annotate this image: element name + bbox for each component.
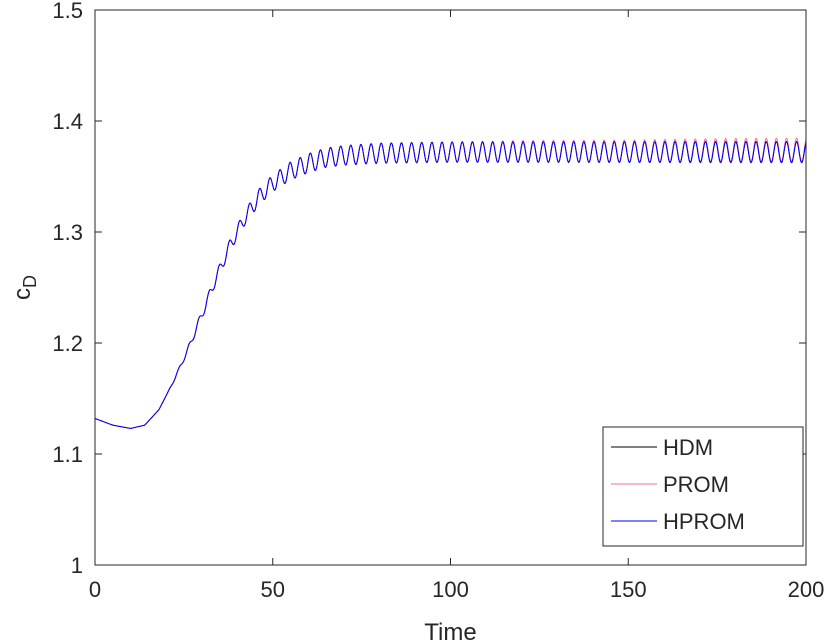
x-tick-label-1: 50	[261, 577, 285, 602]
series-line-hprom	[94, 140, 807, 429]
x-tick-label-0: 0	[89, 577, 101, 602]
x-tick-label-2: 100	[432, 577, 469, 602]
series-layer	[94, 137, 807, 429]
legend: HDM PROM HPROM	[602, 426, 804, 547]
y-axis-label: cD	[9, 275, 40, 300]
y-tick-label-3: 1.3	[52, 220, 83, 245]
legend-label-hprom: HPROM	[663, 509, 745, 534]
tick-layer: 0 50 100 150 200 1 1.1 1.2 1.3 1.4 1.5	[52, 0, 824, 602]
x-axis-label: Time	[424, 619, 476, 643]
y-tick-label-4: 1.4	[52, 109, 83, 134]
legend-label-prom: PROM	[663, 472, 729, 497]
y-tick-label-5: 1.5	[52, 0, 83, 23]
y-axis-label-main: c	[9, 288, 36, 300]
y-axis-label-sub: D	[20, 275, 40, 288]
y-tick-label-1: 1.1	[52, 442, 83, 467]
x-tick-label-4: 200	[788, 577, 825, 602]
legend-label-hdm: HDM	[663, 435, 713, 460]
x-tick-label-3: 150	[610, 577, 647, 602]
y-tick-label-0: 1	[71, 553, 83, 578]
y-tick-label-2: 1.2	[52, 331, 83, 356]
